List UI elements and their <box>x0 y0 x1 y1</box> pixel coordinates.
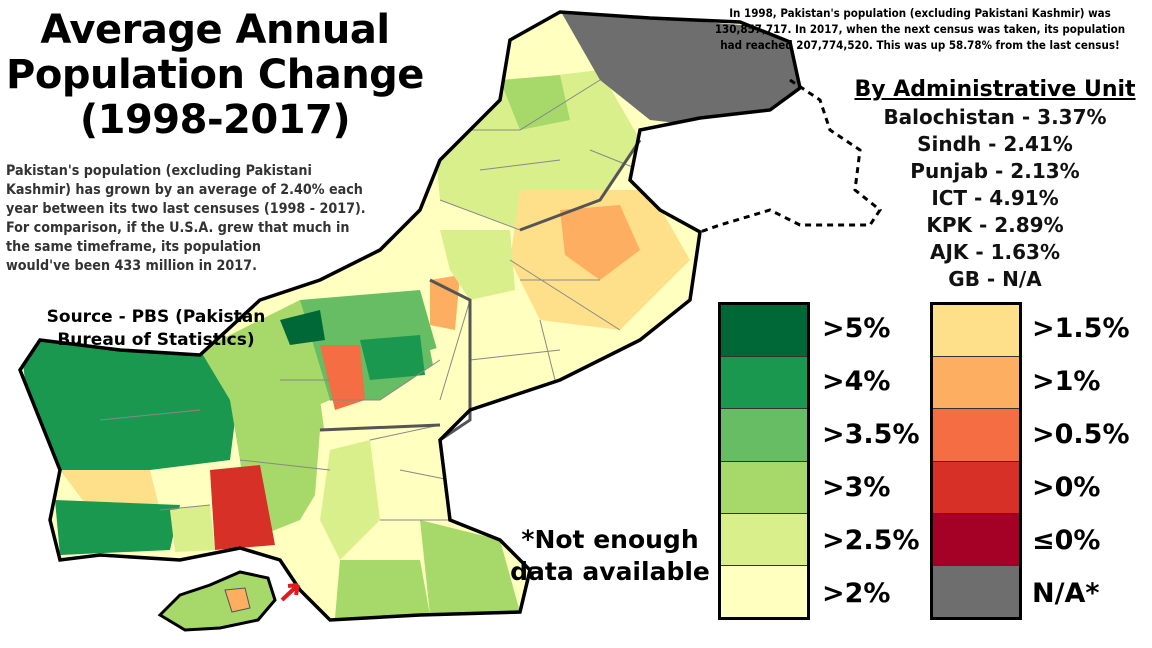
admin-unit-row: KPK - 2.89% <box>926 213 1064 237</box>
admin-unit-stats: By Administrative Unit Balochistan - 3.3… <box>830 76 1152 293</box>
description: Pakistan's population (excluding Pakista… <box>6 162 416 276</box>
legend-label: >1% <box>1032 366 1101 397</box>
inset-arrow <box>280 583 300 602</box>
map-title: Average Annual Population Change (1998-2… <box>0 8 430 143</box>
legend-label: >3.5% <box>822 419 920 450</box>
legend-label: N/A* <box>1032 578 1100 609</box>
legend-label: >3% <box>822 472 891 503</box>
legend-swatch <box>933 565 1019 618</box>
legend-swatch <box>721 305 807 358</box>
legend-left-swatches <box>718 302 810 620</box>
admin-unit-row: ICT - 4.91% <box>931 186 1059 210</box>
title-line: (1998-2017) <box>79 97 351 143</box>
note-line: data available <box>510 557 710 586</box>
legend-label: >4% <box>822 366 891 397</box>
note-line: *Not enough <box>521 525 699 554</box>
no-data-note: *Not enough data available <box>510 524 710 588</box>
legend-left-labels: >5% >4% >3.5% >3% >2.5% >2% <box>822 302 920 620</box>
source-line: Source - PBS (Pakistan <box>46 307 266 327</box>
legend-swatch <box>933 357 1019 410</box>
country-outline <box>18 10 802 622</box>
legend-label: >0% <box>1032 472 1101 503</box>
legend-label: >2.5% <box>822 525 920 556</box>
disputed-boundary <box>699 78 883 234</box>
legend-label: >5% <box>822 313 891 344</box>
karachi-inset-district <box>224 587 251 613</box>
legend-label: >1.5% <box>1032 313 1130 344</box>
description-line: would've been 433 million in 2017. <box>6 258 257 274</box>
census-line: had reached 207,774,520. This was up 58.… <box>720 38 1120 52</box>
legend-swatch <box>933 461 1019 514</box>
karachi-inset <box>157 570 277 632</box>
legend-swatch <box>933 305 1019 358</box>
description-line: Kashmir) has grown by an average of 2.40… <box>6 182 363 198</box>
title-line: Average Annual <box>40 7 390 53</box>
legend-label: ≤0% <box>1032 525 1101 556</box>
legend-swatch <box>933 513 1019 566</box>
legend-label: >0.5% <box>1032 419 1130 450</box>
admin-unit-title: By Administrative Unit <box>854 77 1136 102</box>
legend-right-labels: >1.5% >1% >0.5% >0% ≤0% N/A* <box>1032 302 1130 620</box>
admin-unit-row: AJK - 1.63% <box>929 240 1061 264</box>
legend-swatch <box>721 461 807 514</box>
description-line: year between its two last censuses (1998… <box>6 201 366 217</box>
legend-swatch <box>721 357 807 410</box>
legend-swatch <box>933 409 1019 462</box>
legend-swatch <box>721 409 807 462</box>
admin-unit-row: Balochistan - 3.37% <box>883 105 1107 129</box>
description-line: Pakistan's population (excluding Pakista… <box>6 163 312 179</box>
admin-unit-row: GB - N/A <box>948 267 1042 291</box>
description-line: For comparison, if the U.S.A. grew that … <box>6 220 350 236</box>
census-line: 130,857,717. In 2017, when the next cens… <box>714 22 1126 36</box>
legend-swatch <box>721 513 807 566</box>
census-note: In 1998, Pakistan's population (excludin… <box>690 5 1150 53</box>
admin-unit-row: Sindh - 2.41% <box>917 132 1073 156</box>
admin-unit-row: Punjab - 2.13% <box>910 159 1080 183</box>
legend-swatch <box>721 565 807 618</box>
census-line: In 1998, Pakistan's population (excludin… <box>729 6 1111 20</box>
legend-right-swatches <box>930 302 1022 620</box>
description-line: the same timeframe, its population <box>6 239 262 255</box>
title-line: Population Change <box>6 52 424 98</box>
source-credit: Source - PBS (Pakistan Bureau of Statist… <box>26 306 286 352</box>
legend-label: >2% <box>822 578 891 609</box>
source-line: Bureau of Statistics) <box>57 330 255 350</box>
